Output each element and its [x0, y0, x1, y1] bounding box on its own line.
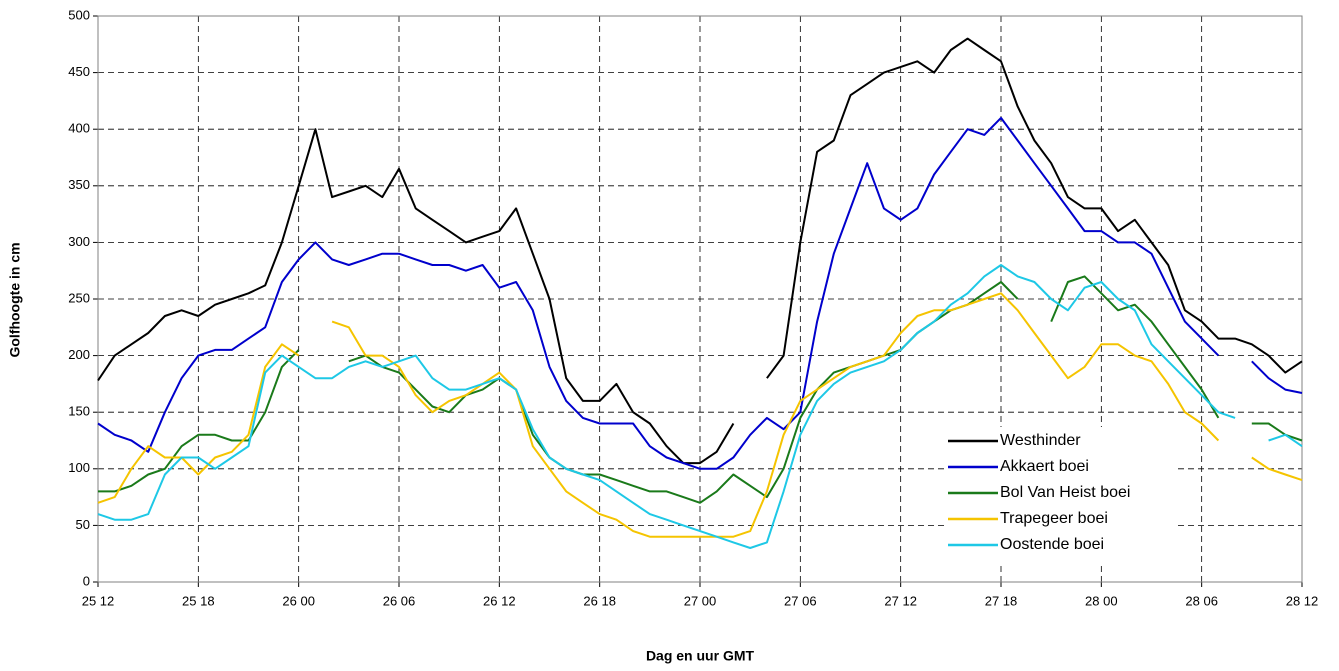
legend-label: Trapegeer boei	[1000, 510, 1108, 527]
y-tick-label: 0	[83, 573, 90, 588]
y-tick-label: 500	[68, 7, 90, 22]
x-tick-label: 28 00	[1085, 593, 1118, 608]
legend-box	[944, 427, 1176, 563]
y-tick-label: 250	[68, 290, 90, 305]
series-line	[98, 275, 1303, 504]
x-axis-title: Dag en uur GMT	[646, 648, 755, 664]
x-tick-label: 27 06	[784, 593, 817, 608]
x-tick-label: 26 18	[583, 593, 616, 608]
y-tick-label: 200	[68, 347, 90, 362]
x-tick-label: 28 12	[1286, 593, 1319, 608]
legend-label: Bol Van Heist boei	[1000, 484, 1130, 501]
series-line	[97, 37, 1303, 465]
x-tick-label: 27 12	[884, 593, 917, 608]
x-tick-label: 28 06	[1185, 593, 1218, 608]
series-line	[97, 264, 1303, 549]
x-tick-label: 26 06	[383, 593, 416, 608]
y-tick-label: 150	[68, 404, 90, 419]
x-tick-label: 26 12	[483, 593, 516, 608]
series-line	[97, 116, 1303, 470]
plot-border	[97, 15, 1303, 583]
legend-label: Westhinder	[1000, 432, 1081, 449]
y-tick-label: 100	[68, 460, 90, 475]
y-tick-label: 50	[76, 517, 90, 532]
x-tick-label: 25 12	[82, 593, 115, 608]
legend-label: Akkaert boei	[1000, 458, 1089, 475]
x-tick-label: 26 00	[282, 593, 315, 608]
y-tick-label: 350	[68, 177, 90, 192]
x-tick-label: 25 18	[182, 593, 215, 608]
x-tick-label: 27 00	[684, 593, 717, 608]
y-axis-title: Golfhoogte in cm	[7, 242, 23, 357]
y-tick-label: 450	[68, 64, 90, 79]
x-tick-label: 27 18	[985, 593, 1018, 608]
legend-label: Oostende boei	[1000, 536, 1104, 553]
y-tick-label: 300	[68, 234, 90, 249]
y-tick-label: 400	[68, 121, 90, 136]
